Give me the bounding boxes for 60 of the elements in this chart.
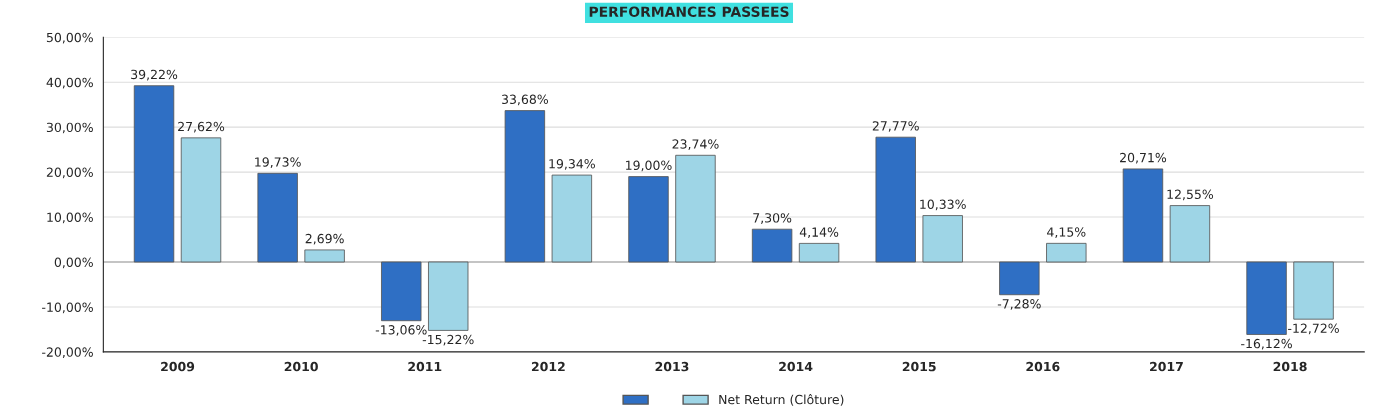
y-tick-label: 40,00% <box>46 77 93 89</box>
chart-title: PERFORMANCES PASSEES <box>589 6 789 17</box>
bar <box>1122 168 1164 263</box>
x-tick-label: 2010 <box>284 361 318 372</box>
x-tick-label: 2012 <box>531 361 565 372</box>
y-tick-label: 0,00% <box>54 257 93 269</box>
data-label: 12,55% <box>1167 189 1214 201</box>
data-label: 27,62% <box>178 121 225 133</box>
data-label: 10,33% <box>920 199 966 211</box>
data-label: 27,77% <box>872 121 919 132</box>
bar <box>381 261 422 322</box>
data-label: -7,28% <box>997 299 1041 310</box>
data-label: -15,22% <box>422 334 474 346</box>
bar <box>875 136 916 263</box>
x-tick-label: 2018 <box>1273 361 1307 372</box>
y-tick-label: 50,00% <box>46 32 93 44</box>
y-tick-label: 10,00% <box>47 212 93 224</box>
bar <box>504 110 546 263</box>
bar <box>751 228 793 263</box>
bar <box>1169 205 1211 263</box>
bar <box>551 174 593 263</box>
data-label: 33,68% <box>502 94 549 106</box>
data-label: 20,71% <box>1120 152 1167 164</box>
bar <box>1246 261 1287 335</box>
data-label: 4,15% <box>1047 227 1086 239</box>
data-label: 23,74% <box>672 139 719 150</box>
data-label: 7,30% <box>753 213 792 224</box>
x-tick-label: 2014 <box>779 361 813 372</box>
data-label: -16,12% <box>1241 338 1292 350</box>
x-tick-label: 2011 <box>408 361 442 372</box>
y-tick-label: 30,00% <box>46 122 93 134</box>
legend-label: Net Return (Clôture) <box>719 394 844 406</box>
data-label: 19,34% <box>549 159 595 170</box>
y-tick-label: 20,00% <box>46 167 93 179</box>
x-tick-label: 2009 <box>161 361 195 372</box>
x-tick-label: 2013 <box>655 361 689 372</box>
bar <box>922 215 963 263</box>
bar <box>257 172 298 263</box>
bar <box>628 176 669 263</box>
bar <box>999 261 1040 296</box>
x-tick-label: 2017 <box>1150 361 1183 372</box>
data-label: 19,73% <box>255 157 301 169</box>
data-label: -12,72% <box>1288 323 1339 335</box>
data-label: 19,00% <box>626 160 672 172</box>
bar <box>1293 261 1334 320</box>
y-tick-label: -10,00% <box>42 302 93 314</box>
x-tick-label: 2015 <box>902 361 936 372</box>
data-label: 2,69% <box>305 233 344 245</box>
y-tick-label: -20,00% <box>42 347 93 359</box>
bar <box>133 85 175 263</box>
bar <box>428 261 469 331</box>
bar <box>180 137 222 263</box>
data-label: 39,22% <box>131 69 178 81</box>
data-label: -13,06% <box>375 325 427 336</box>
bar <box>1046 242 1087 263</box>
bar <box>675 154 716 263</box>
bar <box>798 242 840 263</box>
data-label: 4,14% <box>799 227 839 239</box>
bar <box>304 249 345 263</box>
x-tick-label: 2016 <box>1026 361 1060 372</box>
